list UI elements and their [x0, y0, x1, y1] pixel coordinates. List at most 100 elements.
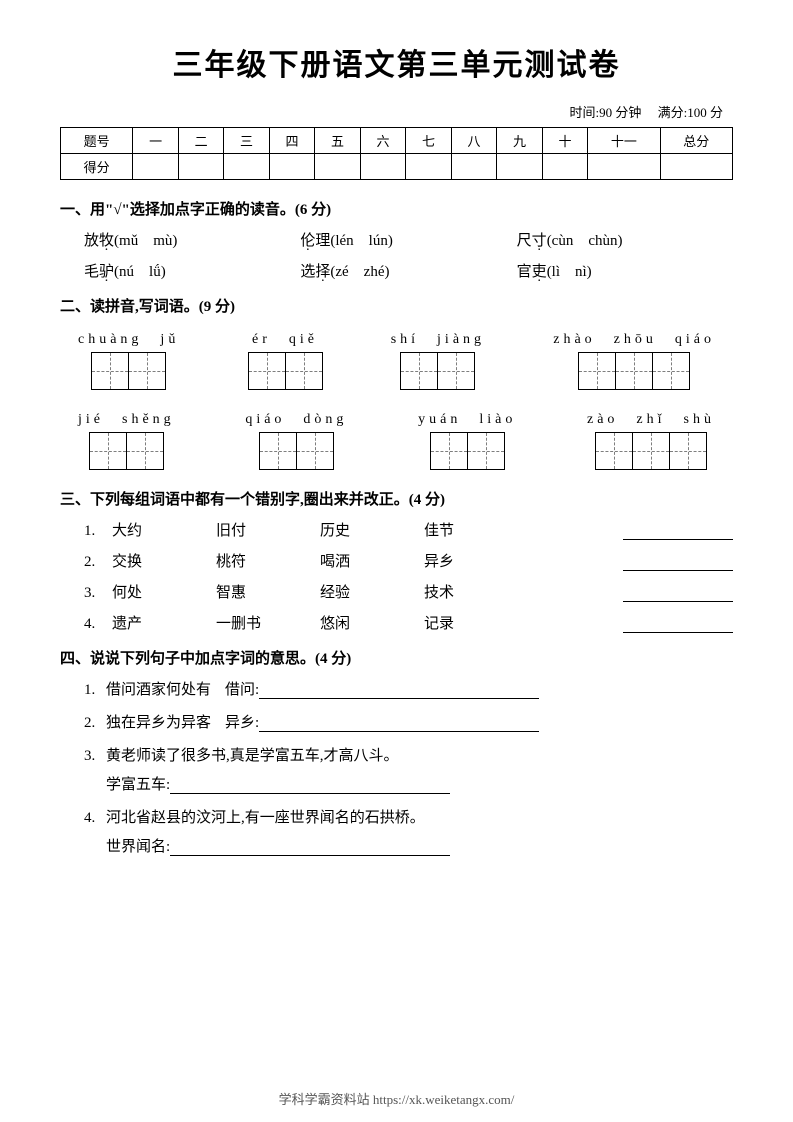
pinyin-options: (zé zhé) — [330, 264, 389, 280]
char-box[interactable] — [632, 432, 670, 470]
char: 毛 — [84, 264, 99, 280]
pinyin-group: yuán liào — [418, 408, 516, 470]
answer-blank[interactable] — [170, 838, 450, 856]
char-box[interactable] — [285, 352, 323, 390]
pinyin-label: zào zhǐ shù — [587, 408, 715, 428]
char-box[interactable] — [248, 352, 286, 390]
score-cell[interactable] — [360, 154, 405, 180]
char-box[interactable] — [128, 352, 166, 390]
score-cell[interactable] — [133, 154, 178, 180]
char-box[interactable] — [126, 432, 164, 470]
score-cell[interactable] — [451, 154, 496, 180]
dotted-char: 牧 — [99, 233, 114, 249]
score-cell[interactable] — [315, 154, 360, 180]
char-boxes — [89, 432, 164, 470]
char-box[interactable] — [91, 352, 129, 390]
th: 十 — [542, 128, 587, 154]
pinyin-group: jié shěng — [78, 408, 175, 470]
item-number: 4. — [84, 616, 112, 633]
sentence: 借问酒家何处有 — [106, 678, 211, 699]
q1-item: 放牧(mǔ mù) — [84, 229, 300, 250]
time-label: 时间:90 分钟 — [569, 105, 641, 120]
char-box[interactable] — [578, 352, 616, 390]
score-cell[interactable] — [542, 154, 587, 180]
char: 官 — [517, 264, 532, 280]
q4-item: 1.借问酒家何处有借问: — [84, 678, 733, 699]
section-3-title: 三、下列每组词语中都有一个错别字,圈出来并改正。(4 分) — [60, 488, 733, 509]
char-box[interactable] — [437, 352, 475, 390]
th: 四 — [269, 128, 314, 154]
score-cell[interactable] — [588, 154, 660, 180]
char-boxes — [400, 352, 475, 390]
q1-row: 放牧(mǔ mù)伦理(lén lún)尺寸(cùn chùn) — [84, 229, 733, 250]
score-cell[interactable] — [497, 154, 542, 180]
word: 喝洒 — [320, 550, 424, 571]
pinyin-group: ér qiě — [248, 328, 323, 390]
pinyin-label: jié shěng — [78, 408, 175, 428]
score-cell[interactable] — [224, 154, 269, 180]
score-cell[interactable] — [406, 154, 451, 180]
q4-item: 4.河北省赵县的汶河上,有一座世界闻名的石拱桥。 — [84, 806, 733, 827]
item-number: 2. — [84, 715, 106, 732]
pinyin-group: zào zhǐ shù — [587, 408, 715, 470]
th: 二 — [178, 128, 223, 154]
answer-blank[interactable] — [170, 776, 450, 794]
answer-blank[interactable] — [259, 681, 539, 699]
dotted-char: 寸 — [532, 233, 547, 249]
term-label: 异乡: — [225, 711, 259, 732]
answer-blank[interactable] — [623, 553, 733, 571]
pinyin-row: jié shěng qiáo dòng yuán liào zào zhǐ shù — [78, 408, 715, 470]
answer-blank[interactable] — [623, 522, 733, 540]
char-box[interactable] — [615, 352, 653, 390]
char-box[interactable] — [652, 352, 690, 390]
word: 大约 — [112, 519, 216, 540]
sentence: 黄老师读了很多书,真是学富五车,才高八斗。 — [106, 744, 399, 765]
item-number: 3. — [84, 585, 112, 602]
char-box[interactable] — [296, 432, 334, 470]
word: 一删书 — [216, 612, 320, 633]
q1-row: 毛驴(nú lǘ)选择(zé zhé)官吏(lì nì) — [84, 260, 733, 281]
pinyin-group: qiáo dòng — [245, 408, 347, 470]
term-label: 借问: — [225, 678, 259, 699]
char-box[interactable] — [595, 432, 633, 470]
char-box[interactable] — [669, 432, 707, 470]
section-4-title: 四、说说下列句子中加点字词的意思。(4 分) — [60, 647, 733, 668]
pinyin-label: qiáo dòng — [245, 408, 347, 428]
pinyin-options: (cùn chùn) — [547, 233, 623, 249]
sentence: 独在异乡为异客 — [106, 711, 211, 732]
score-cell[interactable] — [660, 154, 732, 180]
char-boxes — [578, 352, 690, 390]
word: 历史 — [320, 519, 424, 540]
item-number: 1. — [84, 682, 106, 699]
char-box[interactable] — [400, 352, 438, 390]
char-box[interactable] — [259, 432, 297, 470]
page-title: 三年级下册语文第三单元测试卷 — [60, 40, 733, 84]
word: 记录 — [424, 612, 528, 633]
score-cell[interactable] — [269, 154, 314, 180]
th: 八 — [451, 128, 496, 154]
th: 六 — [360, 128, 405, 154]
q1-item: 毛驴(nú lǘ) — [84, 260, 300, 281]
pinyin-options: (nú lǘ) — [114, 264, 166, 280]
word: 桃符 — [216, 550, 320, 571]
pinyin-options: (lì nì) — [547, 264, 592, 280]
char: 选 — [300, 264, 315, 280]
char-box[interactable] — [89, 432, 127, 470]
score-table: 题号 一 二 三 四 五 六 七 八 九 十 十一 总分 得分 — [60, 127, 733, 180]
word: 遗产 — [112, 612, 216, 633]
q1-item: 官吏(lì nì) — [517, 260, 733, 281]
char-boxes — [430, 432, 505, 470]
th: 三 — [224, 128, 269, 154]
answer-blank[interactable] — [623, 615, 733, 633]
answer-blank[interactable] — [259, 714, 539, 732]
word: 何处 — [112, 581, 216, 602]
score-cell[interactable] — [178, 154, 223, 180]
char-box[interactable] — [467, 432, 505, 470]
char-box[interactable] — [430, 432, 468, 470]
answer-blank[interactable] — [623, 584, 733, 602]
word: 旧付 — [216, 519, 320, 540]
pinyin-label: shí jiàng — [391, 328, 485, 348]
char: 尺 — [517, 233, 532, 249]
q1-item: 选择(zé zhé) — [300, 260, 516, 281]
th: 七 — [406, 128, 451, 154]
